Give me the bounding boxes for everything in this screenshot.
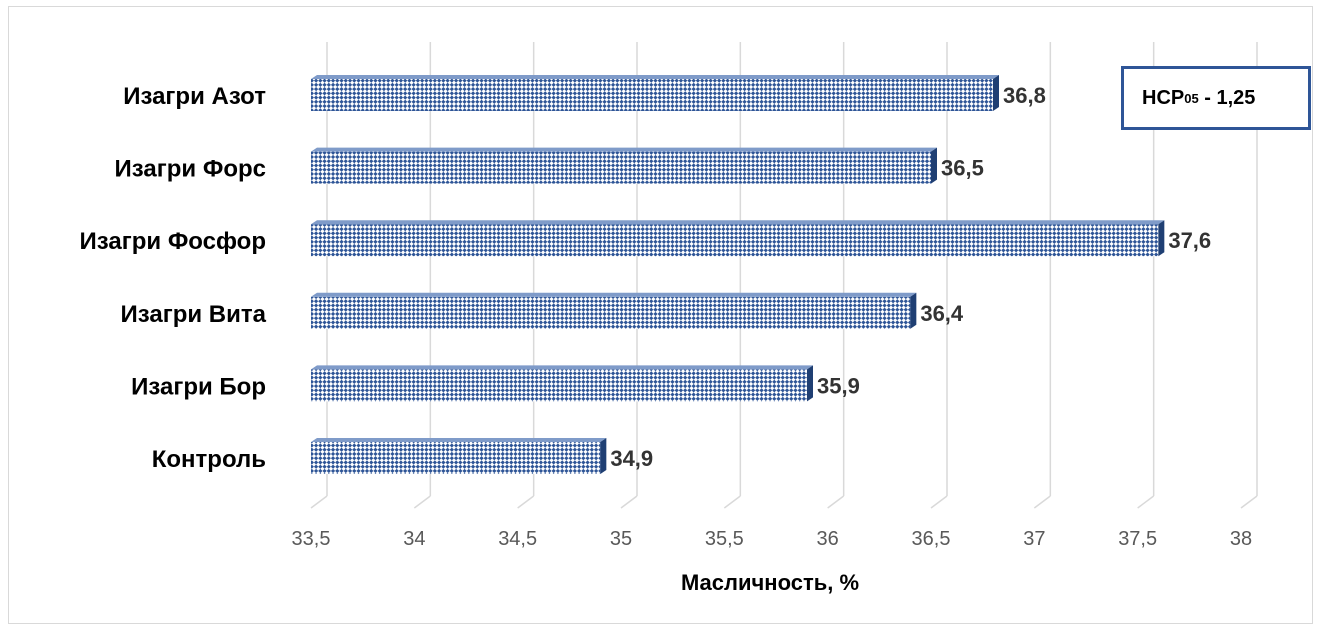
tick-labels: 33,5 34 34,5 35 35,5 36 36,5 37 37,5 38 [292,528,1253,550]
gridlines [310,42,1258,509]
bar-side [993,75,999,111]
tick-label: 34,5 [498,528,537,550]
data-label: 36,5 [941,156,984,181]
tick-label: 37,5 [1118,528,1157,550]
annotation-subscript: 05 [1184,90,1199,106]
bar [311,224,1159,257]
category-label: Изагри Бор [131,373,266,400]
bar-side [600,438,607,474]
annotation-suffix: - 1,25 [1198,86,1256,109]
category-label: Изагри Вита [121,301,267,328]
gridline-floor [1240,495,1258,509]
bar-side [910,292,917,329]
bar [311,151,931,184]
bar [311,296,911,329]
tick-label: 35,5 [705,528,744,550]
tick-label: 33,5 [292,528,331,550]
data-label: 36,8 [1003,83,1046,108]
bar [311,369,807,402]
data-label: 36,4 [920,301,964,326]
data-label: 34,9 [610,446,653,471]
gridline-floor [413,495,431,509]
tick-label: 38 [1230,528,1252,550]
bar-top [311,292,917,297]
category-label: Изагри Фосфор [80,228,266,255]
tick-label: 36 [817,528,839,550]
gridline-floor [620,495,638,509]
tick-label: 36,5 [912,528,951,550]
bar-side [1158,220,1165,257]
annotation-prefix: НСР [1142,86,1185,109]
bar [311,442,601,474]
bar-top [311,147,937,152]
gridline-floor [310,495,328,509]
data-label: 37,6 [1168,228,1211,253]
gridline-floor [827,495,845,509]
tick-label: 34 [403,528,425,550]
category-label: Контроль [152,446,266,473]
category-labels: Изагри Азот Изагри Форс Изагри Фосфор Изагр… [80,83,267,473]
bar-top [311,220,1165,225]
gridline-floor [723,495,741,509]
bar-side [807,365,813,402]
bar-top [311,365,813,370]
gridline-floor [1137,495,1155,509]
gridline-floor [517,495,535,509]
gridline-floor [930,495,948,509]
bar-top [311,438,607,442]
bar-side [931,147,937,184]
gridline-floor [1033,495,1051,509]
x-axis-title: Масличность, % [681,570,859,595]
data-label: 35,9 [817,373,860,398]
tick-label: 35 [610,528,632,550]
lsd-annotation: НСР 05 - 1,25 [1121,66,1311,130]
tick-label: 37 [1023,528,1045,550]
category-label: Изагри Азот [123,83,266,110]
bars: 36,8 36,5 37,6 36,4 35,9 34,9 [311,75,1211,474]
bar-top [311,75,999,79]
bar [311,79,993,111]
category-label: Изагри Форс [115,156,266,183]
